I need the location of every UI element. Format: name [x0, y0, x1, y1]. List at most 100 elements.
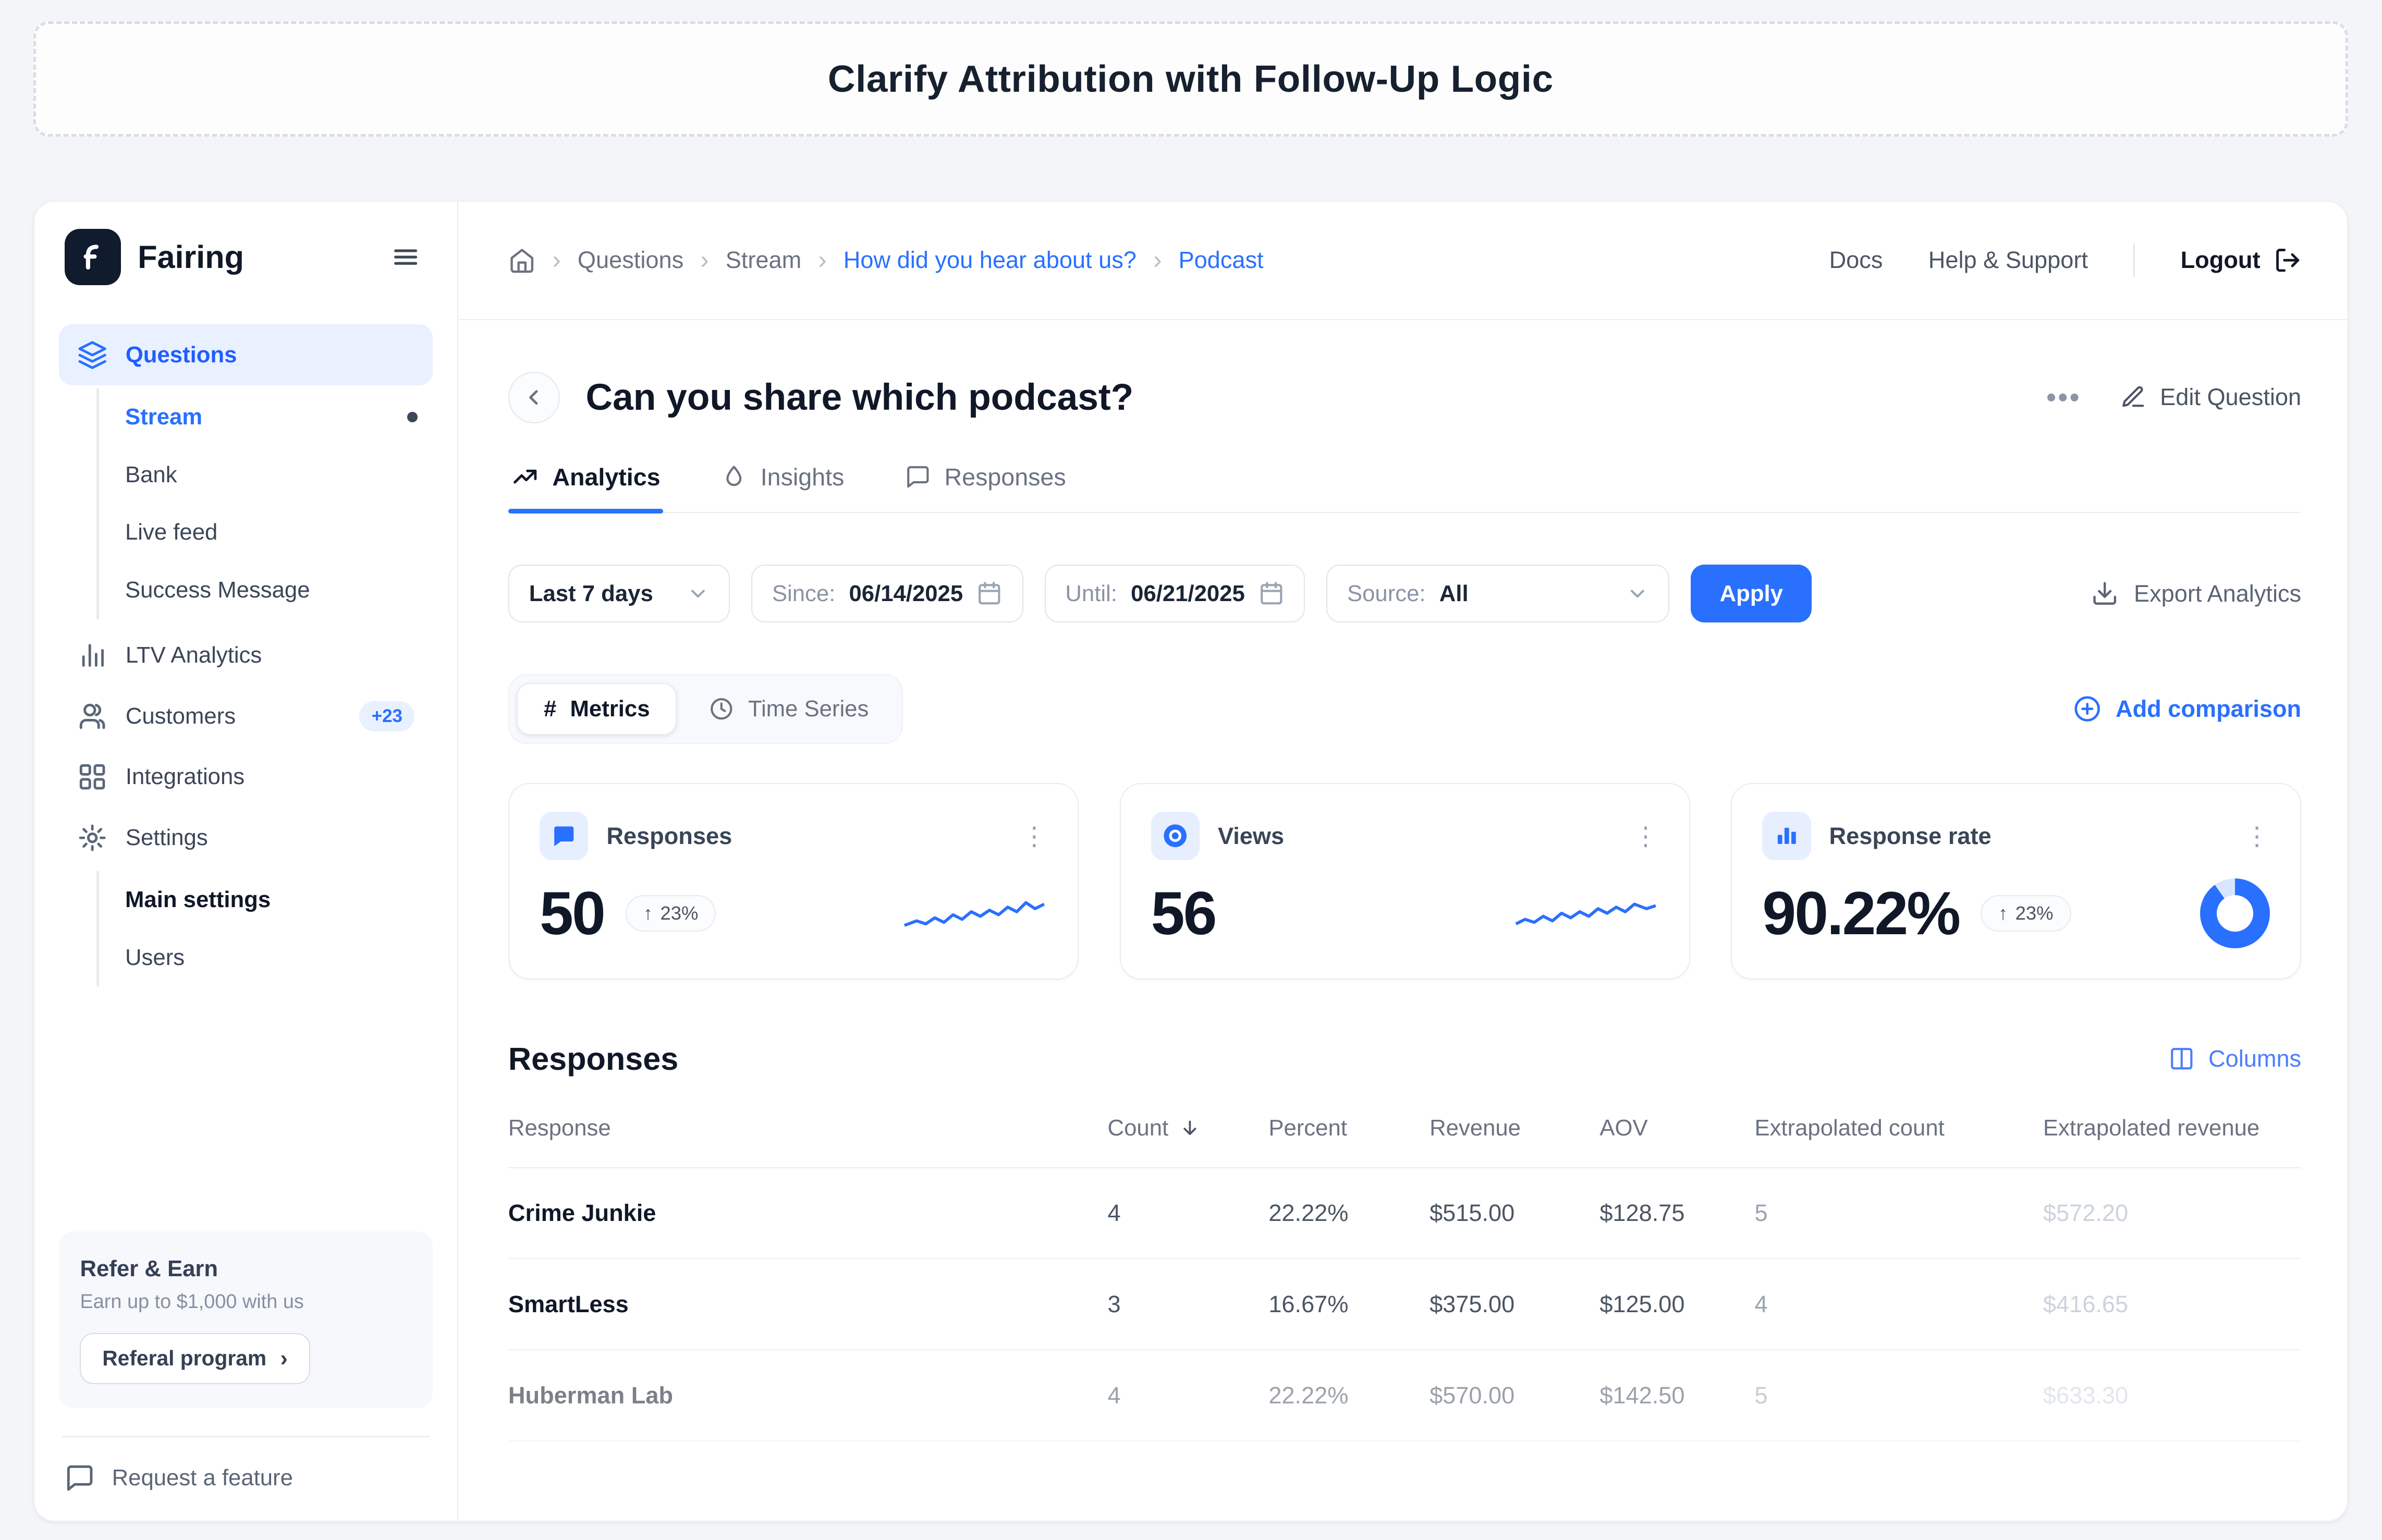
sidebar-item-label: Settings	[125, 824, 208, 850]
hash-icon: #	[544, 695, 557, 722]
breadcrumb-questions[interactable]: Questions	[577, 247, 684, 274]
topbar: › Questions › Stream › How did you hear …	[458, 202, 2347, 320]
page-title: Can you share which podcast?	[585, 376, 1134, 419]
refer-earn-title: Refer & Earn	[80, 1255, 218, 1281]
sidebar-item-questions[interactable]: Questions	[58, 324, 433, 385]
sidebar-item-label: Integrations	[125, 764, 245, 790]
cell-aov: $142.50	[1599, 1382, 1685, 1409]
sidebar-item-label: Live feed	[125, 519, 218, 545]
edit-question-button[interactable]: Edit Question	[2120, 384, 2301, 411]
sidebar-item-integrations[interactable]: Integrations	[59, 747, 433, 808]
logout-button[interactable]: Logout	[2181, 247, 2302, 274]
topbar-links: Docs Help & Support Logout	[1829, 243, 2302, 277]
chevron-right-icon: ›	[280, 1346, 288, 1372]
logout-icon	[2274, 247, 2301, 274]
cell-count: 4	[1107, 1382, 1121, 1409]
sidebar-item-ltv-analytics[interactable]: LTV Analytics	[59, 625, 433, 686]
cell-extrapolated-revenue: $633.30	[2043, 1382, 2129, 1409]
sidebar-item-live-feed[interactable]: Live feed	[99, 504, 433, 561]
plus-circle-icon	[2073, 694, 2102, 723]
sidebar-item-main-settings[interactable]: Main settings	[99, 871, 433, 929]
more-options-button[interactable]: •••	[2046, 381, 2081, 414]
card-menu-button[interactable]: ⋮	[1632, 822, 1659, 851]
sidebar-item-users[interactable]: Users	[99, 929, 433, 987]
breadcrumb-podcast[interactable]: Podcast	[1178, 247, 1264, 274]
date-range-select[interactable]: Last 7 days	[508, 565, 730, 622]
help-support-link[interactable]: Help & Support	[1928, 247, 2088, 274]
table-row[interactable]: SmartLess 3 16.67% $375.00 $125.00 4 $41…	[508, 1259, 2302, 1351]
cell-revenue: $375.00	[1430, 1290, 1515, 1317]
request-feature-label: Request a feature	[112, 1465, 293, 1491]
until-date-field[interactable]: Until: 06/21/2025	[1044, 565, 1305, 622]
metric-value: 56	[1151, 879, 1217, 948]
apply-button[interactable]: Apply	[1691, 565, 1812, 622]
delta-value: 23%	[660, 902, 699, 924]
responses-section-title: Responses	[508, 1041, 679, 1077]
card-menu-button[interactable]: ⋮	[2244, 822, 2270, 851]
time-series-label: Time Series	[748, 695, 869, 722]
cell-revenue: $570.00	[1430, 1382, 1515, 1409]
request-feature-link[interactable]: Request a feature	[59, 1460, 433, 1496]
metrics-toggle[interactable]: # Metrics	[517, 682, 677, 736]
breadcrumb-question[interactable]: How did you hear about us?	[843, 247, 1137, 274]
export-analytics-button[interactable]: Export Analytics	[2091, 580, 2301, 607]
menu-toggle-icon[interactable]	[384, 236, 427, 278]
home-icon[interactable]	[508, 247, 535, 274]
edit-question-label: Edit Question	[2160, 384, 2302, 411]
sidebar-item-label: Users	[125, 945, 185, 971]
cell-percent: 22.22%	[1268, 1382, 1349, 1409]
app-window: Fairing Questions Stream Bank Live feed …	[33, 200, 2348, 1522]
tab-analytics[interactable]: Analytics	[508, 463, 664, 513]
sidebar-item-stream[interactable]: Stream	[99, 388, 433, 446]
cell-count: 4	[1107, 1199, 1121, 1226]
brand-name: Fairing	[138, 239, 244, 275]
breadcrumb-stream[interactable]: Stream	[725, 247, 802, 274]
fairing-logo	[65, 228, 121, 285]
views-sparkline	[1513, 892, 1659, 935]
tab-insights[interactable]: Insights	[718, 463, 847, 512]
table-row[interactable]: Crime Junkie 4 22.22% $515.00 $128.75 5 …	[508, 1168, 2302, 1260]
sidebar-item-settings[interactable]: Settings	[59, 808, 433, 869]
topbar-divider	[2133, 243, 2135, 277]
content-area: Can you share which podcast? ••• Edit Qu…	[458, 320, 2347, 1521]
customers-count-badge: +23	[359, 701, 415, 731]
col-count[interactable]: Count	[1108, 1115, 1269, 1141]
metric-label: Responses	[606, 822, 732, 849]
back-button[interactable]	[508, 371, 560, 423]
calendar-icon	[976, 581, 1003, 607]
referral-program-button[interactable]: Referal program ›	[80, 1333, 310, 1384]
columns-button[interactable]: Columns	[2169, 1045, 2301, 1072]
record-circle-icon	[1151, 811, 1200, 861]
metric-label: Response rate	[1829, 822, 1992, 849]
card-menu-button[interactable]: ⋮	[1021, 822, 1047, 851]
cell-aov: $125.00	[1599, 1290, 1685, 1317]
bar-chart-icon	[77, 640, 107, 670]
cell-extrapolated-revenue: $416.65	[2043, 1290, 2129, 1317]
arrow-up-icon: ↑	[1998, 902, 2008, 924]
sidebar-nav: Questions Stream Bank Live feed Success …	[58, 324, 433, 993]
col-response: Response	[508, 1115, 611, 1141]
table-row[interactable]: Huberman Lab 4 22.22% $570.00 $142.50 5 …	[508, 1350, 2302, 1441]
time-series-toggle[interactable]: Time Series	[683, 684, 895, 735]
breadcrumb-separator: ›	[700, 246, 709, 275]
metrics-label: Metrics	[570, 695, 650, 722]
sidebar-item-customers[interactable]: Customers +23	[59, 686, 433, 747]
refer-earn-subtitle: Earn up to $1,000 with us	[80, 1291, 304, 1313]
sidebar-item-success-message[interactable]: Success Message	[99, 561, 433, 619]
columns-label: Columns	[2208, 1045, 2302, 1072]
layers-icon	[77, 340, 107, 370]
docs-link[interactable]: Docs	[1829, 247, 1883, 274]
responses-metric-card: Responses ⋮ 50 ↑ 23%	[508, 783, 1079, 980]
chevron-down-icon	[687, 582, 710, 605]
add-comparison-button[interactable]: Add comparison	[2073, 694, 2301, 723]
sidebar-item-bank[interactable]: Bank	[99, 446, 433, 504]
col-aov: AOV	[1599, 1115, 1648, 1141]
trending-up-icon	[511, 463, 539, 490]
chevron-down-icon	[1626, 582, 1649, 605]
tab-label: Analytics	[552, 463, 661, 491]
source-select[interactable]: Source: All	[1326, 565, 1670, 622]
droplet-icon	[721, 464, 747, 490]
since-date-field[interactable]: Since: 06/14/2025	[751, 565, 1023, 622]
sidebar-divider	[62, 1435, 430, 1437]
tab-responses[interactable]: Responses	[902, 463, 1069, 512]
